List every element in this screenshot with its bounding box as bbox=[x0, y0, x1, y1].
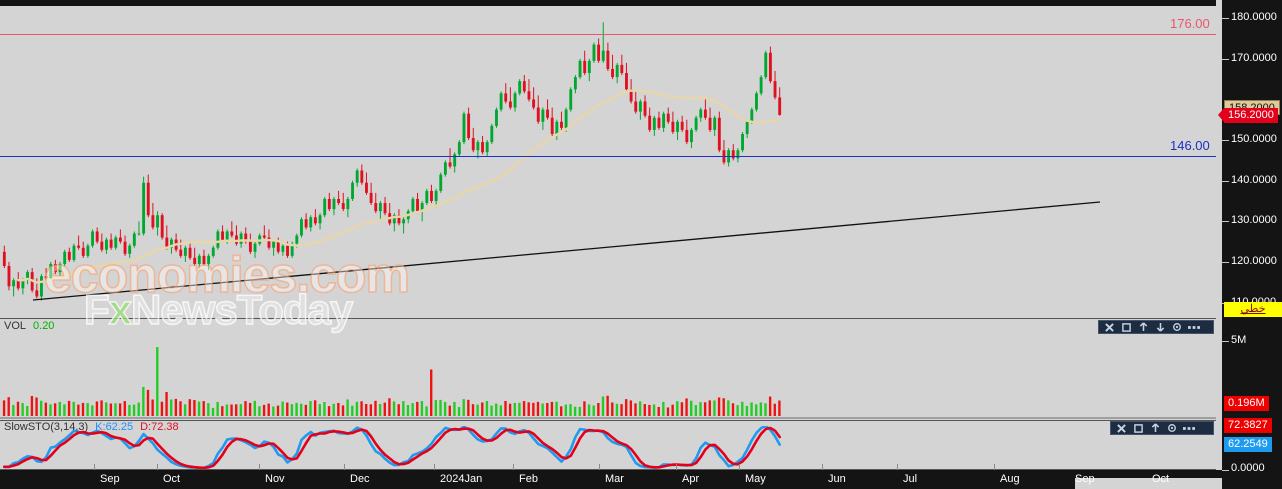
panel-divider-2 bbox=[0, 420, 1216, 421]
x-axis-label: Aug bbox=[1000, 473, 1020, 485]
price-axis-label: 180.0000 bbox=[1231, 11, 1277, 24]
y-axis-tick bbox=[1222, 470, 1229, 471]
volume-panel-toolbar[interactable] bbox=[1098, 320, 1214, 334]
price-axis-label: 130.0000 bbox=[1231, 214, 1277, 227]
stochastic-d-label: D:72.38 bbox=[140, 421, 179, 433]
y-axis-tick bbox=[1222, 341, 1229, 342]
y-axis-tick bbox=[1222, 18, 1229, 20]
last-price-tag: 156.2000 bbox=[1218, 107, 1278, 123]
close-icon[interactable] bbox=[1101, 321, 1117, 333]
x-axis-label: Mar bbox=[605, 473, 624, 485]
more-icon[interactable] bbox=[1181, 422, 1197, 434]
x-axis-label: Oct bbox=[1152, 473, 1170, 485]
y-axis-tick bbox=[1222, 58, 1229, 60]
price-axis[interactable] bbox=[1222, 0, 1282, 489]
x-axis-label: Nov bbox=[265, 473, 285, 485]
stochastic-axis-label: 0.0000 bbox=[1231, 462, 1265, 474]
stochastic-d-tag: 72.3827 bbox=[1224, 418, 1272, 433]
panel-divider-3 bbox=[0, 469, 1216, 470]
x-axis-label: Sep bbox=[100, 473, 120, 485]
y-axis-tick bbox=[1222, 180, 1229, 182]
x-axis-tick bbox=[676, 464, 677, 470]
x-axis-tick bbox=[994, 464, 995, 470]
price-candles bbox=[2, 22, 1101, 301]
price-axis-label: 150.0000 bbox=[1231, 133, 1277, 146]
stochastic-k-tag: 62.2549 bbox=[1224, 437, 1272, 452]
x-axis-label: Jun bbox=[828, 473, 846, 485]
panel-divider-1 bbox=[0, 318, 1216, 319]
close-icon[interactable] bbox=[1113, 422, 1129, 434]
x-axis-tick bbox=[259, 464, 260, 470]
support-line[interactable] bbox=[0, 156, 1216, 158]
x-axis-tick bbox=[599, 464, 600, 470]
y-axis-tick bbox=[1222, 261, 1229, 263]
x-axis-tick bbox=[897, 464, 898, 470]
price-axis-label: 120.0000 bbox=[1231, 254, 1277, 267]
horizontal-scroll-handle[interactable] bbox=[1075, 478, 1222, 489]
volume-axis-label: 5M bbox=[1231, 334, 1247, 346]
maximize-icon[interactable] bbox=[1118, 321, 1134, 333]
volume-bars bbox=[0, 347, 1216, 419]
top-border-right bbox=[1072, 0, 1282, 6]
stochastic-panel-header: SlowSTO(3,14,3) K:62.25 D:72.38 bbox=[4, 421, 179, 433]
price-axis-label: 170.0000 bbox=[1231, 51, 1277, 64]
resistance-line-label: 176.00 bbox=[1170, 16, 1210, 32]
move-up-icon[interactable] bbox=[1135, 321, 1151, 333]
volume-panel[interactable] bbox=[0, 326, 1216, 420]
stochastic-panel-toolbar[interactable] bbox=[1110, 421, 1214, 435]
x-axis-label: Apr bbox=[682, 473, 700, 485]
settings-icon[interactable] bbox=[1169, 321, 1185, 333]
x-axis-tick bbox=[434, 464, 435, 470]
volume-panel-header: VOL 0.20 bbox=[4, 320, 54, 332]
stochastic-lines bbox=[3, 426, 781, 470]
y-axis-tick bbox=[1222, 221, 1229, 223]
x-axis-tick bbox=[94, 464, 95, 470]
x-axis-tick bbox=[822, 464, 823, 470]
support-line-label: 146.00 bbox=[1170, 138, 1210, 154]
x-axis-label: May bbox=[745, 473, 766, 485]
maximize-icon[interactable] bbox=[1130, 422, 1146, 434]
x-axis-tick bbox=[739, 464, 740, 470]
x-axis-label: 2024Jan bbox=[440, 473, 483, 485]
volume-indicator-value: 0.20 bbox=[33, 320, 55, 332]
x-axis-label: Sep bbox=[1075, 473, 1095, 485]
volume-indicator-label: VOL bbox=[4, 320, 27, 332]
x-axis-tick bbox=[344, 464, 345, 470]
x-axis-label: Dec bbox=[350, 473, 370, 485]
top-border bbox=[0, 0, 1282, 6]
axis-gutter bbox=[1216, 0, 1222, 489]
price-axis-label: 140.0000 bbox=[1231, 173, 1277, 186]
move-up-icon[interactable] bbox=[1147, 422, 1163, 434]
x-axis-label: Jul bbox=[903, 473, 918, 485]
resistance-line[interactable] bbox=[0, 34, 1216, 36]
x-axis-label: Feb bbox=[519, 473, 538, 485]
x-axis-tick bbox=[513, 464, 514, 470]
x-axis-label: Oct bbox=[163, 473, 181, 485]
stochastic-indicator-label: SlowSTO(3,14,3) bbox=[4, 421, 89, 433]
stochastic-k-label: K:62.25 bbox=[95, 421, 134, 433]
x-axis-tick bbox=[157, 464, 158, 470]
settings-icon[interactable] bbox=[1164, 422, 1180, 434]
stochastic-panel[interactable] bbox=[0, 426, 1216, 470]
price-panel[interactable] bbox=[0, 6, 1216, 318]
axis-scale-mode-tag[interactable]: خطي bbox=[1224, 302, 1282, 317]
volume-last-tag: 0.196M bbox=[1224, 396, 1269, 411]
y-axis-tick bbox=[1222, 140, 1229, 142]
move-down-icon[interactable] bbox=[1152, 321, 1168, 333]
time-axis[interactable] bbox=[0, 470, 1222, 489]
more-icon[interactable] bbox=[1186, 321, 1202, 333]
price-axis-label: 110.0000 bbox=[1231, 296, 1276, 308]
